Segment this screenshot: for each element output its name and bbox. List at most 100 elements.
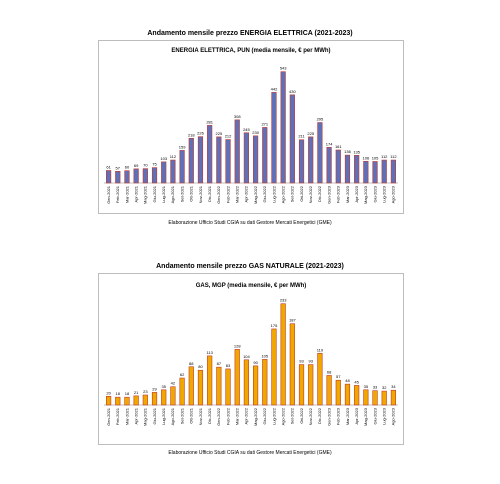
chart1-data-label: 308 — [234, 114, 241, 119]
chart2-x-tick-label: Feb-2023 — [336, 407, 341, 425]
chart2-bar — [142, 394, 148, 406]
chart1-bar — [326, 147, 332, 184]
chart1-data-label: 245 — [243, 127, 250, 132]
chart1-data-label: 295 — [317, 117, 324, 122]
chart2-x-tick-label: Set-2022 — [290, 407, 295, 424]
chart2-bar — [161, 389, 167, 406]
chart1-bar — [363, 160, 369, 184]
chart2-data-label: 57 — [336, 374, 341, 379]
chart1-x-tick-label: Mar-2021 — [124, 185, 129, 203]
chart2-x-tick-label: Giu-2021 — [152, 407, 157, 424]
chart1-x-tick-label: Ott-2022 — [299, 185, 304, 201]
chart1-x-tick-label: Lug-2022 — [271, 185, 276, 203]
chart2-data-label: 62 — [180, 372, 185, 377]
chart1-data-label: 57 — [116, 165, 121, 170]
chart1-bar — [390, 159, 397, 184]
chart2-bar — [115, 396, 121, 406]
chart1-data-label: 69 — [134, 163, 139, 168]
chart1-bar — [280, 71, 286, 184]
chart2-x-tick-label: Mag-2022 — [253, 407, 258, 426]
chart2-data-label: 32 — [382, 385, 387, 390]
chart1-source-note: Elaborazione Ufficio Studi CGIA su dati … — [168, 220, 332, 226]
chart1-x-tick-label: Ago-2022 — [280, 185, 285, 203]
chart1-data-label: 60 — [125, 165, 130, 170]
chart1-data-label: 225 — [307, 131, 314, 136]
chart2-bar — [262, 359, 268, 406]
chart1-data-label: 281 — [206, 119, 213, 124]
chart2-data-label: 18 — [125, 391, 130, 396]
chart2-bar — [170, 386, 176, 406]
chart1-data-label: 106 — [363, 155, 370, 160]
chart2-x-tick-label: Lug-2021 — [161, 407, 166, 425]
chart1-subtitle: ENERGIA ELETTRICA, PUN (media mensile, €… — [171, 48, 330, 54]
chart2-data-label: 233 — [280, 298, 287, 303]
chart1-bar — [105, 170, 112, 184]
chart1-bar — [124, 170, 130, 184]
chart1-x-tick-label: Dic-2022 — [317, 185, 322, 202]
chart2-x-tick-label: Gen-2021 — [106, 407, 111, 426]
chart1-data-label: 174 — [326, 141, 333, 146]
chart1-x-tick-label: Feb-2021 — [115, 185, 120, 203]
chart1-bar — [308, 136, 314, 184]
chart2-data-label: 18 — [116, 391, 121, 396]
chart2-x-tick-label: Ago-2021 — [170, 407, 175, 425]
chart2-data-label: 23 — [143, 389, 148, 394]
chart2-bar — [372, 390, 378, 406]
chart2-bar — [326, 375, 332, 406]
chart1-x-tick-label: Mar-2023 — [345, 185, 350, 203]
chart2-x-tick-label: Feb-2022 — [225, 407, 230, 425]
chart1-bar — [335, 149, 341, 184]
chart2-bar — [179, 377, 185, 406]
chart1-x-tick-label: Mag-2022 — [253, 185, 258, 204]
chart1-data-label: 105 — [372, 155, 379, 160]
chart1-x-tick-label: Mag-2023 — [363, 185, 368, 204]
chart1-bar — [252, 135, 259, 184]
chart1-bar — [381, 159, 387, 184]
chart1-data-label: 225 — [216, 131, 223, 136]
chart2-data-label: 21 — [134, 390, 139, 395]
chart2-bar — [207, 355, 213, 406]
chart1-x-tick-label: Mar-2022 — [235, 185, 240, 203]
chart2-data-label: 80 — [198, 364, 203, 369]
chart1-bar — [179, 150, 185, 184]
chart1-bar — [161, 161, 167, 184]
chart2-bar — [344, 383, 351, 406]
chart2-x-tick-label: Gen-2022 — [216, 407, 221, 426]
chart2-data-label: 33 — [373, 385, 378, 390]
chart2-x-tick-label: Apr-2021 — [133, 407, 138, 424]
chart1-data-label: 103 — [160, 156, 167, 161]
chart2-data-label: 48 — [345, 378, 350, 383]
chart2-x-tick-label: Mag-2023 — [363, 407, 368, 426]
chart1-x-tick-label: Feb-2023 — [336, 185, 341, 203]
chart1-x-tick-label: Nov-2022 — [308, 185, 313, 203]
chart1-bar — [197, 136, 204, 184]
chart2-data-label: 104 — [243, 354, 250, 359]
chart1-x-tick-label: Giu-2021 — [152, 185, 157, 202]
chart1-data-label: 161 — [335, 144, 342, 149]
chart2-bar — [289, 323, 295, 406]
chart2-data-label: 68 — [327, 369, 332, 374]
chart1-data-label: 75 — [152, 162, 157, 167]
chart1-data-label: 159 — [179, 144, 186, 149]
chart1-x-tick-label: Lug-2023 — [382, 185, 387, 203]
chart1-bar — [133, 168, 139, 184]
chart1-x-tick-label: Nov-2021 — [198, 185, 203, 203]
chart2-data-label: 35 — [364, 384, 369, 389]
chart1-frame — [98, 40, 404, 214]
chart2-x-tick-label: Giu-2022 — [262, 407, 267, 424]
chart1-data-label: 271 — [261, 121, 268, 126]
chart2-x-tick-label: Set-2021 — [179, 407, 184, 424]
chart2-data-label: 20 — [106, 390, 111, 395]
chart2-bar — [252, 365, 259, 406]
chart1-main-title: Andamento mensile prezzo ENERGIA ELETTRI… — [147, 30, 353, 37]
chart1-data-label: 430 — [289, 89, 296, 94]
chart2-data-label: 105 — [261, 353, 268, 358]
chart1-x-tick-label: Ott-2021 — [189, 185, 194, 201]
chart1-bar — [271, 92, 277, 184]
chart1-bar — [151, 167, 158, 184]
chart2-x-tick-label: Lug-2023 — [382, 407, 387, 425]
chart1-x-tick-label: Ago-2023 — [391, 185, 396, 203]
chart1-x-tick-label: Giu-2023 — [372, 185, 377, 202]
chart2-data-label: 29 — [152, 386, 157, 391]
